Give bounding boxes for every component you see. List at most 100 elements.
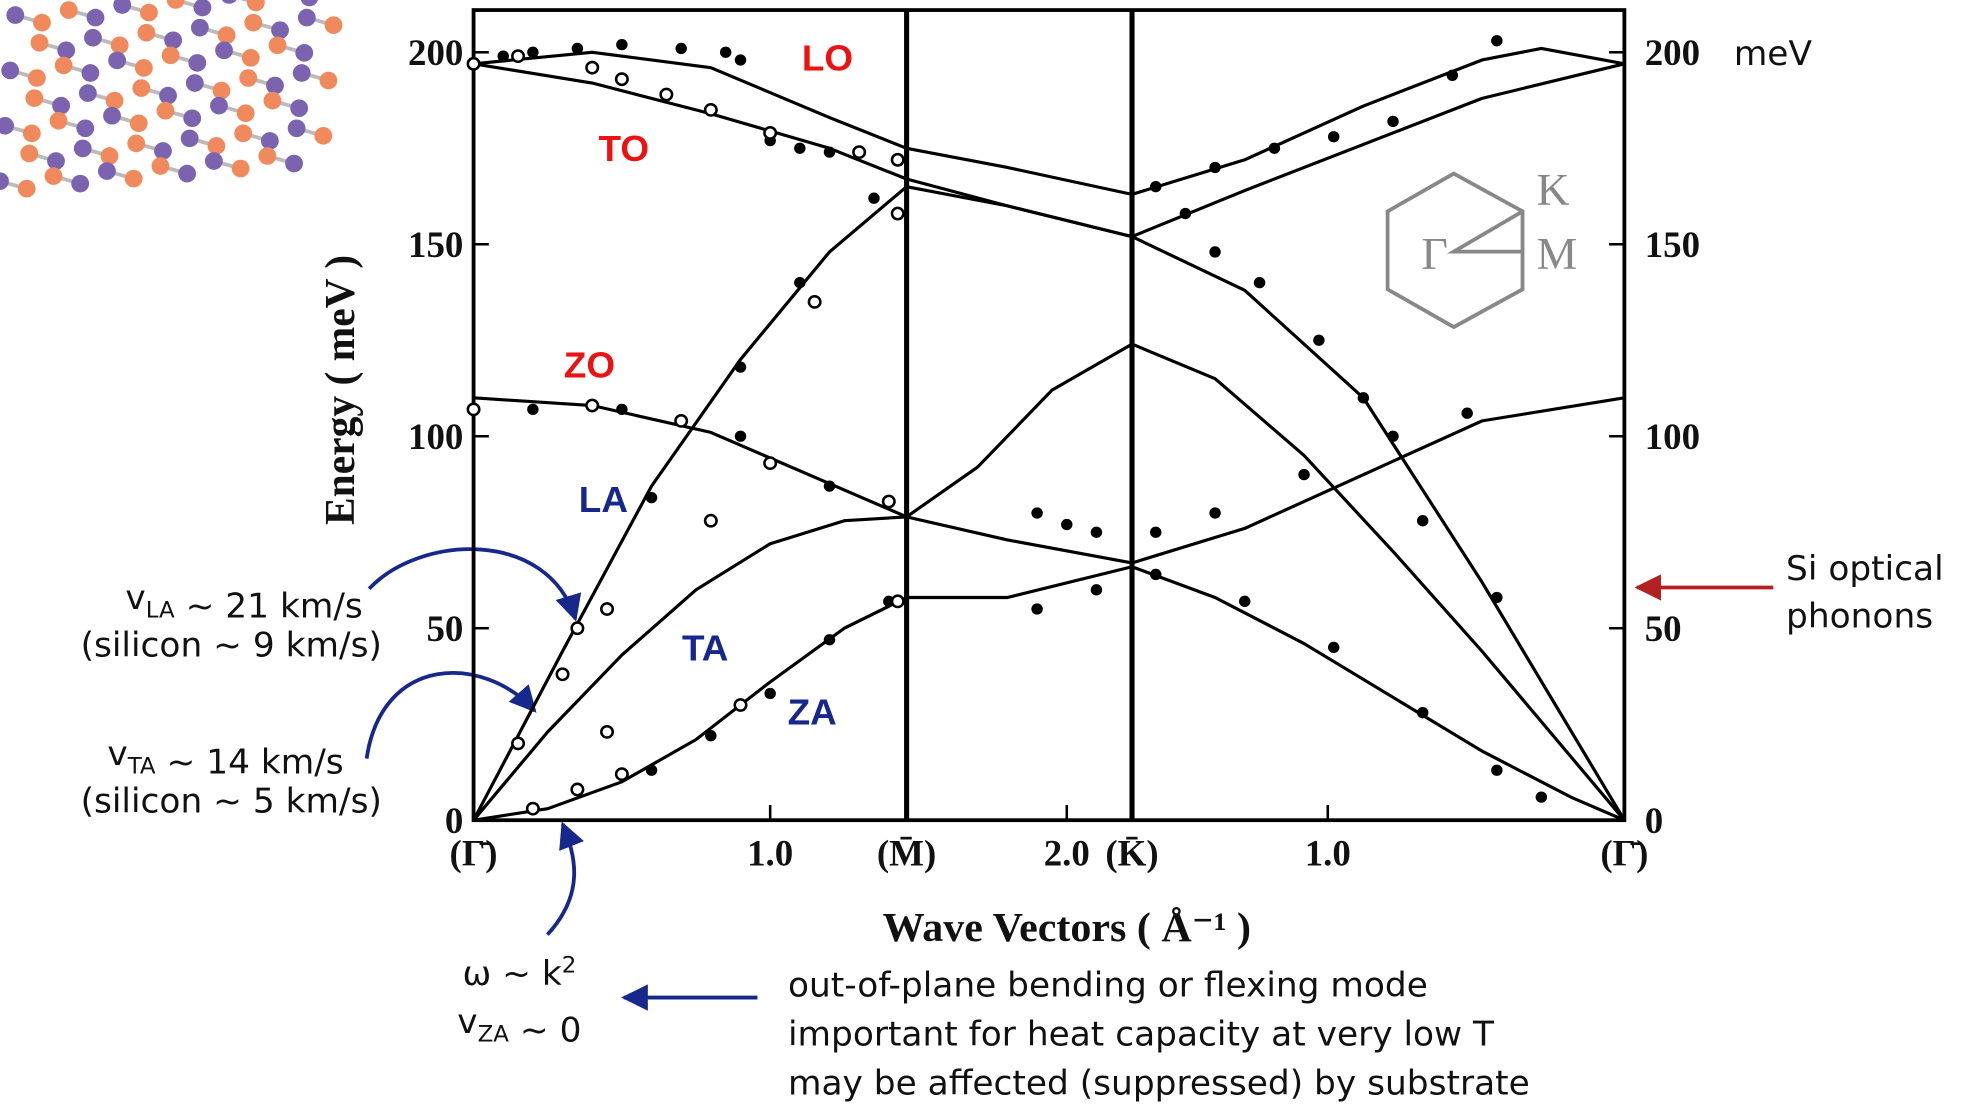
- data-point: [1387, 430, 1399, 442]
- x-tick-label: 2.0: [1044, 833, 1090, 874]
- annotation: vZA ~ 0: [457, 1002, 581, 1051]
- atom: [52, 96, 71, 115]
- data-point: [555, 667, 570, 682]
- y2-tick-label: 150: [1645, 224, 1700, 265]
- branch-label: LA: [579, 479, 628, 520]
- data-point: [525, 801, 540, 816]
- branch-label: TO: [598, 128, 649, 169]
- data-point: [734, 54, 747, 66]
- data-point: [527, 403, 539, 416]
- data-point: [719, 46, 732, 58]
- atom: [151, 157, 170, 175]
- atom: [319, 71, 338, 90]
- atom: [0, 116, 15, 135]
- atom: [193, 0, 212, 17]
- data-point: [1253, 277, 1266, 289]
- atom: [30, 33, 49, 52]
- atom: [140, 3, 158, 22]
- atom: [234, 124, 253, 143]
- atom: [236, 104, 255, 123]
- data-point: [823, 146, 836, 158]
- atom: [300, 0, 318, 7]
- data-point: [585, 398, 600, 413]
- data-point: [511, 49, 526, 64]
- data-point: [1416, 515, 1429, 527]
- atom: [244, 13, 263, 32]
- data-point: [1387, 115, 1399, 128]
- data-point: [734, 361, 747, 373]
- dispersion-curve: [472, 185, 1626, 821]
- dispersion-curve: [473, 46, 1625, 196]
- data-point: [616, 38, 628, 51]
- annotation: (silicon ~ 9 km/s): [81, 626, 382, 666]
- atom: [49, 111, 68, 130]
- data-point: [1209, 507, 1221, 519]
- data-point: [674, 413, 689, 428]
- atom: [78, 84, 97, 102]
- data-point: [1268, 142, 1281, 154]
- subscript: LA: [146, 598, 175, 624]
- data-point: [1150, 568, 1162, 581]
- atom: [20, 144, 39, 163]
- annotation-text: (silicon ~ 9 km/s): [81, 626, 382, 666]
- y2-tick-label: 100: [1645, 416, 1700, 457]
- annotation: important for heat capacity at very low …: [788, 1015, 1494, 1055]
- atom: [212, 81, 231, 100]
- data-point: [1491, 764, 1503, 776]
- atom: [110, 36, 129, 55]
- y-tick-label: 50: [426, 608, 463, 649]
- atom: [210, 96, 228, 115]
- data-point: [764, 687, 776, 700]
- data-point: [1209, 161, 1221, 174]
- dispersion-curve: [472, 342, 1626, 822]
- arrows: [364, 547, 1774, 1011]
- subscript: ZA: [478, 1022, 510, 1048]
- annotation: vLA ~ 21 km/s: [125, 578, 362, 627]
- atom: [161, 46, 180, 65]
- data-point: [823, 480, 836, 492]
- atom: [86, 8, 105, 27]
- data-point: [1357, 392, 1370, 404]
- annotation-text: out-of-plane bending or flexing mode: [788, 965, 1428, 1005]
- y-tick-label: 150: [408, 224, 463, 265]
- inset-label: Γ: [1421, 228, 1448, 279]
- atom: [268, 36, 287, 55]
- arrow: [364, 671, 537, 759]
- dispersion-curve: [473, 396, 1625, 565]
- data-point: [890, 594, 905, 609]
- atom: [260, 132, 279, 150]
- atom: [98, 162, 116, 180]
- atom: [127, 134, 146, 153]
- atom: [241, 49, 260, 67]
- data-point: [614, 72, 629, 87]
- data-point: [527, 46, 539, 58]
- data-point: [794, 277, 806, 289]
- atom: [297, 8, 316, 27]
- data-point: [1491, 591, 1503, 604]
- annotation: (silicon ~ 5 km/s): [81, 782, 382, 822]
- inset-label: K: [1537, 164, 1570, 215]
- data-point: [614, 767, 629, 782]
- data-point: [570, 782, 585, 797]
- data-point: [1446, 69, 1459, 81]
- atom: [221, 0, 237, 4]
- atom: [314, 127, 333, 145]
- data-point: [1090, 526, 1103, 538]
- annotation-text: Si optical: [1786, 549, 1944, 589]
- data-point: [1209, 246, 1221, 258]
- atom: [292, 64, 311, 82]
- data-point: [466, 402, 481, 417]
- data-point: [616, 403, 628, 416]
- atom: [215, 41, 233, 60]
- annotation: may be affected (suppressed) by substrat…: [788, 1064, 1530, 1104]
- y-tick-label: 0: [445, 800, 463, 841]
- branch-label: LO: [802, 38, 853, 79]
- annotation: ω ~ k2: [462, 953, 576, 994]
- atom: [287, 119, 306, 138]
- atom: [207, 137, 226, 155]
- atom: [285, 154, 303, 173]
- annotation: phonons: [1786, 597, 1933, 637]
- data-point: [852, 145, 867, 160]
- path: [1446, 209, 1524, 254]
